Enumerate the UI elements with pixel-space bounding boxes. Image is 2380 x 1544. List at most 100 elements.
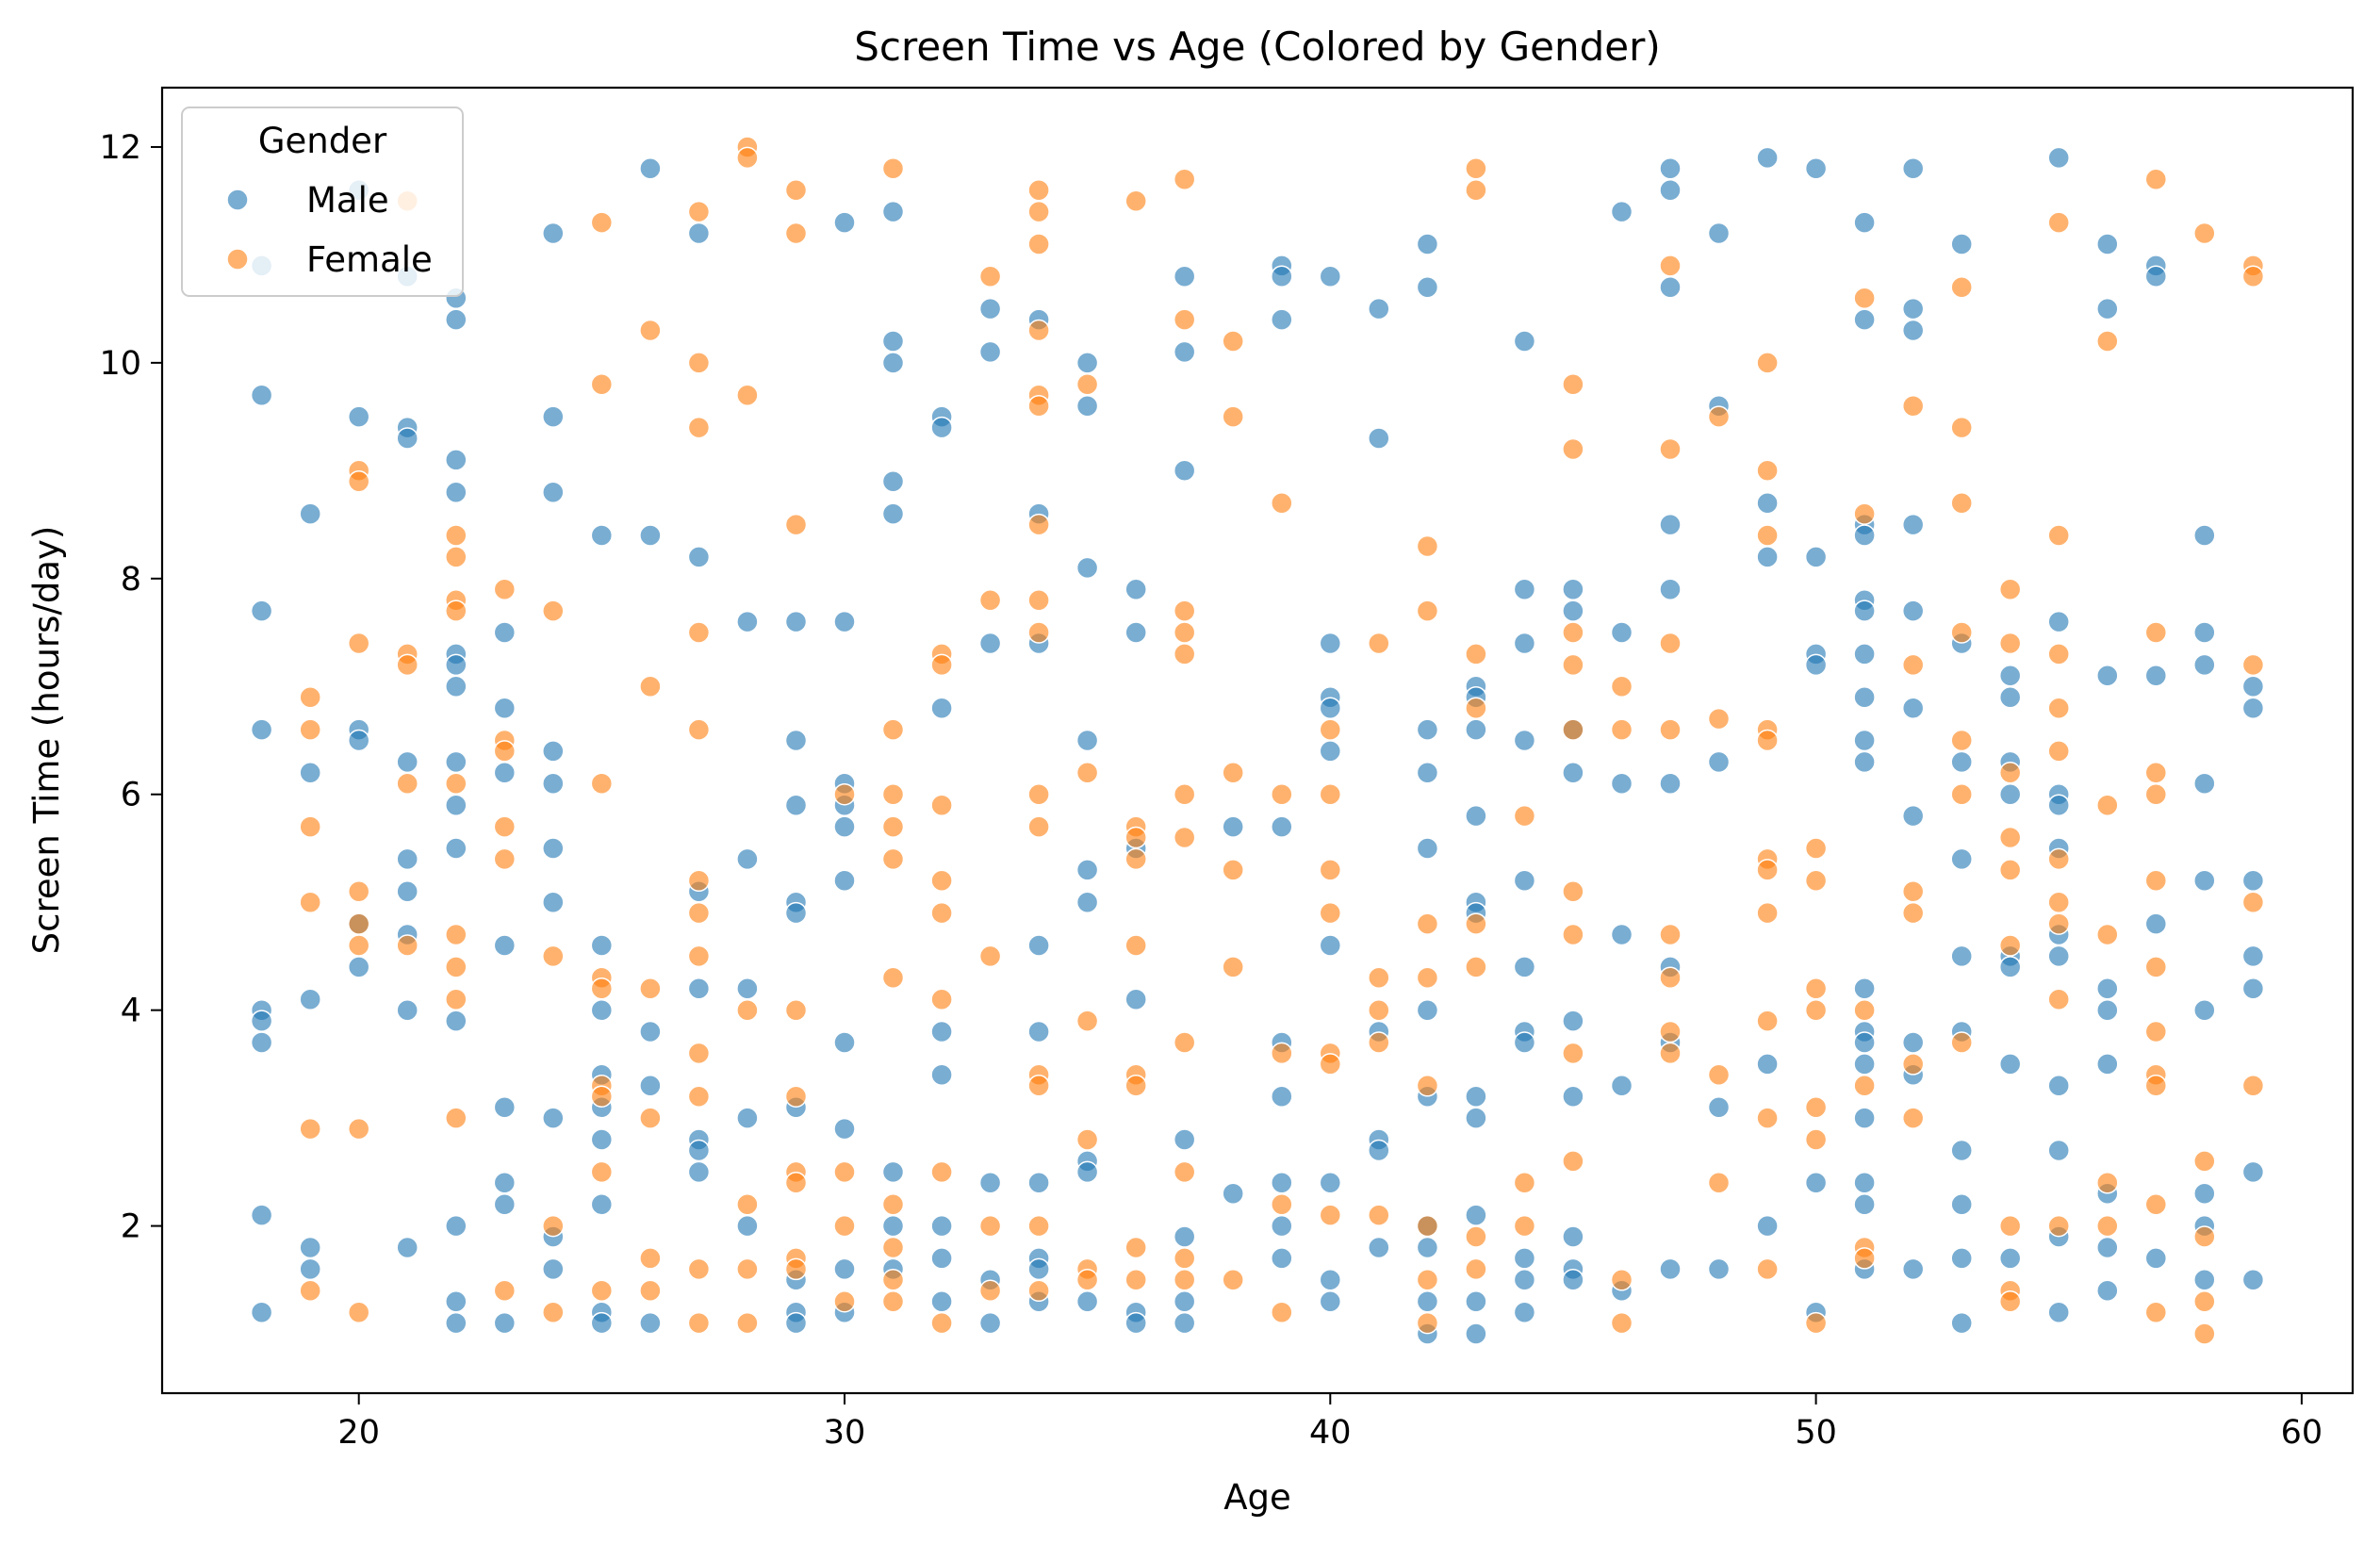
- data-point-female: [1124, 847, 1147, 871]
- data-point-female: [1368, 1204, 1390, 1226]
- data-point-male: [396, 750, 419, 774]
- data-point-female: [784, 998, 808, 1022]
- data-point-male: [1950, 233, 1973, 255]
- data-point-female: [1853, 1075, 1876, 1097]
- data-point-male: [833, 815, 856, 838]
- data-point-female: [2047, 891, 2070, 913]
- data-point-male: [1659, 178, 1682, 202]
- data-point-male: [687, 1139, 711, 1162]
- data-point-male: [590, 1128, 614, 1151]
- data-point-female: [784, 178, 808, 202]
- data-point-male: [1659, 578, 1682, 601]
- data-point-male: [1465, 718, 1487, 741]
- data-point-female: [1804, 1128, 1828, 1151]
- data-point-male: [542, 1107, 565, 1129]
- data-point-female: [1659, 718, 1682, 741]
- data-point-male: [1027, 1172, 1050, 1194]
- data-point-male: [1271, 815, 1293, 838]
- data-point-female: [1027, 815, 1050, 838]
- data-point-male: [1901, 1031, 1925, 1054]
- data-point-male: [445, 1289, 468, 1313]
- data-point-female: [2096, 923, 2119, 946]
- data-point-male: [2096, 665, 2119, 687]
- data-point-female: [930, 988, 953, 1010]
- data-point-male: [542, 1257, 565, 1281]
- data-point-female: [2047, 1214, 2070, 1238]
- y-axis-ticks: 2 4 6 8 10 12: [99, 129, 162, 1246]
- data-point-male: [1804, 653, 1828, 677]
- data-point-male: [493, 1095, 517, 1119]
- data-point-male: [1075, 352, 1099, 374]
- data-point-female: [784, 222, 808, 245]
- data-point-female: [1465, 912, 1487, 935]
- legend-box: [181, 107, 464, 297]
- data-point-male: [1562, 1269, 1584, 1291]
- data-point-male: [1319, 1269, 1342, 1291]
- data-point-male: [2096, 1053, 2119, 1076]
- data-point-male: [2047, 1301, 2070, 1323]
- data-point-male: [930, 1289, 953, 1313]
- data-point-male: [2193, 1182, 2216, 1205]
- data-point-male: [250, 600, 273, 622]
- y-tick-label: 4: [121, 993, 141, 1030]
- data-point-female: [542, 1214, 565, 1238]
- data-point-male: [1659, 772, 1682, 796]
- data-point-male: [1901, 297, 1925, 320]
- data-point-female: [1124, 189, 1147, 212]
- data-point-male: [1124, 578, 1147, 601]
- data-point-female: [1416, 1269, 1439, 1291]
- data-point-male: [542, 772, 565, 796]
- data-point-male: [1950, 750, 1973, 774]
- legend-label-female: Female: [306, 239, 433, 280]
- data-point-female: [736, 384, 759, 406]
- data-point-male: [687, 1160, 711, 1184]
- data-point-female: [445, 988, 468, 1010]
- data-point-female: [445, 956, 468, 978]
- data-point-male: [1901, 697, 1925, 719]
- data-point-female: [445, 772, 468, 796]
- data-point-male: [881, 1160, 905, 1184]
- data-point-male: [1513, 956, 1536, 978]
- data-point-male: [639, 1075, 662, 1097]
- data-point-female: [1950, 1031, 1973, 1054]
- data-point-male: [347, 956, 370, 978]
- data-point-female: [881, 1236, 905, 1259]
- data-point-female: [1707, 707, 1731, 731]
- data-point-female: [1950, 782, 1973, 806]
- data-point-male: [396, 847, 419, 871]
- data-point-female: [1271, 1192, 1293, 1216]
- data-point-female: [1368, 998, 1390, 1022]
- data-point-female: [1853, 502, 1876, 525]
- data-point-female: [1416, 966, 1439, 990]
- data-point-male: [1319, 1289, 1342, 1313]
- data-point-female: [1173, 826, 1196, 849]
- data-point-male: [1075, 1160, 1099, 1184]
- data-point-male: [784, 794, 808, 816]
- data-point-male: [784, 610, 808, 633]
- data-point-female: [1998, 578, 2022, 601]
- data-point-male: [1659, 1257, 1682, 1281]
- data-point-female: [687, 352, 711, 374]
- data-point-male: [2144, 1247, 2168, 1270]
- data-point-male: [1707, 1095, 1731, 1119]
- data-point-male: [1075, 729, 1099, 752]
- data-point-female: [1173, 1269, 1196, 1291]
- data-point-male: [1659, 513, 1682, 536]
- data-point-female: [639, 977, 662, 1000]
- data-point-female: [1998, 1289, 2022, 1313]
- data-point-male: [1075, 394, 1099, 418]
- data-point-female: [1659, 632, 1682, 655]
- data-point-male: [445, 750, 468, 774]
- data-point-female: [833, 1160, 856, 1184]
- data-point-female: [1513, 1172, 1536, 1194]
- data-point-female: [1610, 718, 1633, 741]
- data-point-male: [639, 1020, 662, 1043]
- legend-marker-male: [226, 189, 249, 211]
- data-point-male: [978, 1172, 1002, 1194]
- data-point-male: [396, 879, 419, 903]
- data-point-female: [1513, 1214, 1536, 1238]
- data-point-male: [1562, 1225, 1584, 1248]
- data-point-male: [2193, 1269, 2216, 1291]
- data-point-male: [590, 1311, 614, 1335]
- y-tick-label: 10: [99, 345, 141, 383]
